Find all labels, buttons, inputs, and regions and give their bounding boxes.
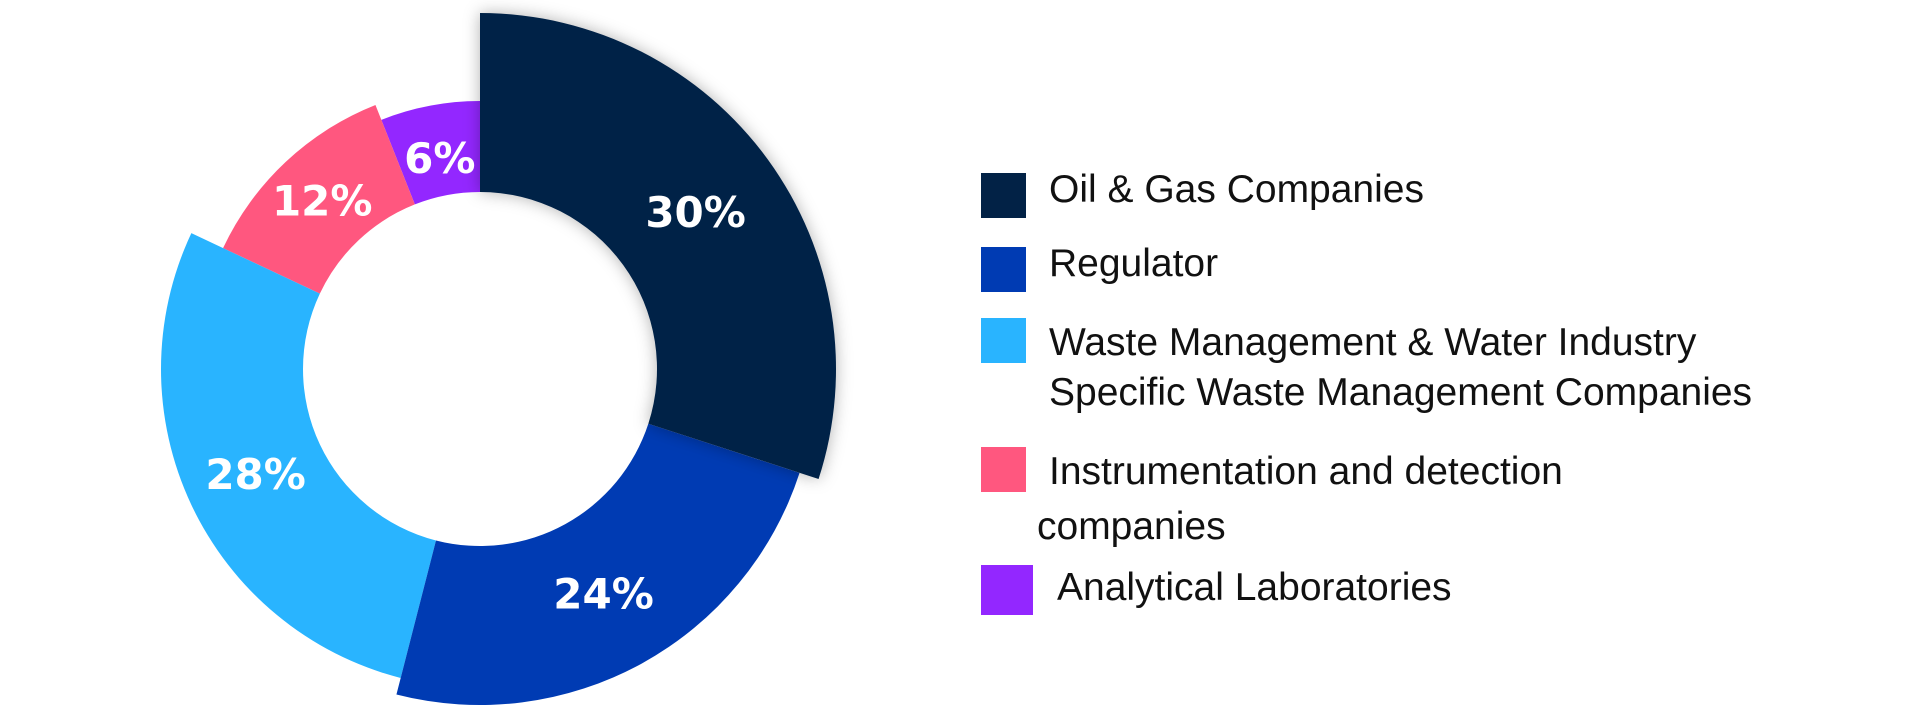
legend-label-line2: companies <box>1037 505 1226 548</box>
legend-swatch <box>981 173 1026 218</box>
legend-label: Regulator <box>1049 242 1219 285</box>
slice-oil-gas <box>480 13 836 480</box>
slice-analytical-labs <box>381 101 480 205</box>
legend-swatch <box>981 318 1026 363</box>
legend-label-line2: Specific Waste Management Companies <box>1049 371 1753 414</box>
legend-label: Analytical Laboratories <box>1057 566 1452 609</box>
slice-instrumentation <box>223 104 415 294</box>
data-label-oil-gas: 30% <box>645 188 746 237</box>
legend-label: Oil & Gas Companies <box>1049 168 1424 211</box>
data-label-instrumentation: 12% <box>272 176 373 225</box>
slice-waste-management <box>161 233 436 678</box>
legend-swatch <box>981 565 1033 615</box>
legend-swatch <box>981 447 1026 492</box>
legend-label-line1: Waste Management & Water Industry <box>1049 321 1697 364</box>
data-label-waste-management: 28% <box>205 450 306 499</box>
legend-label-line1: Instrumentation and detection <box>1049 450 1563 493</box>
legend-swatch <box>981 247 1026 292</box>
data-label-regulator: 24% <box>553 569 654 618</box>
slice-regulator <box>396 423 800 706</box>
donut-chart: 30% 24% 28% 12% 6% <box>161 13 836 706</box>
data-label-analytical-labs: 6% <box>404 134 475 183</box>
